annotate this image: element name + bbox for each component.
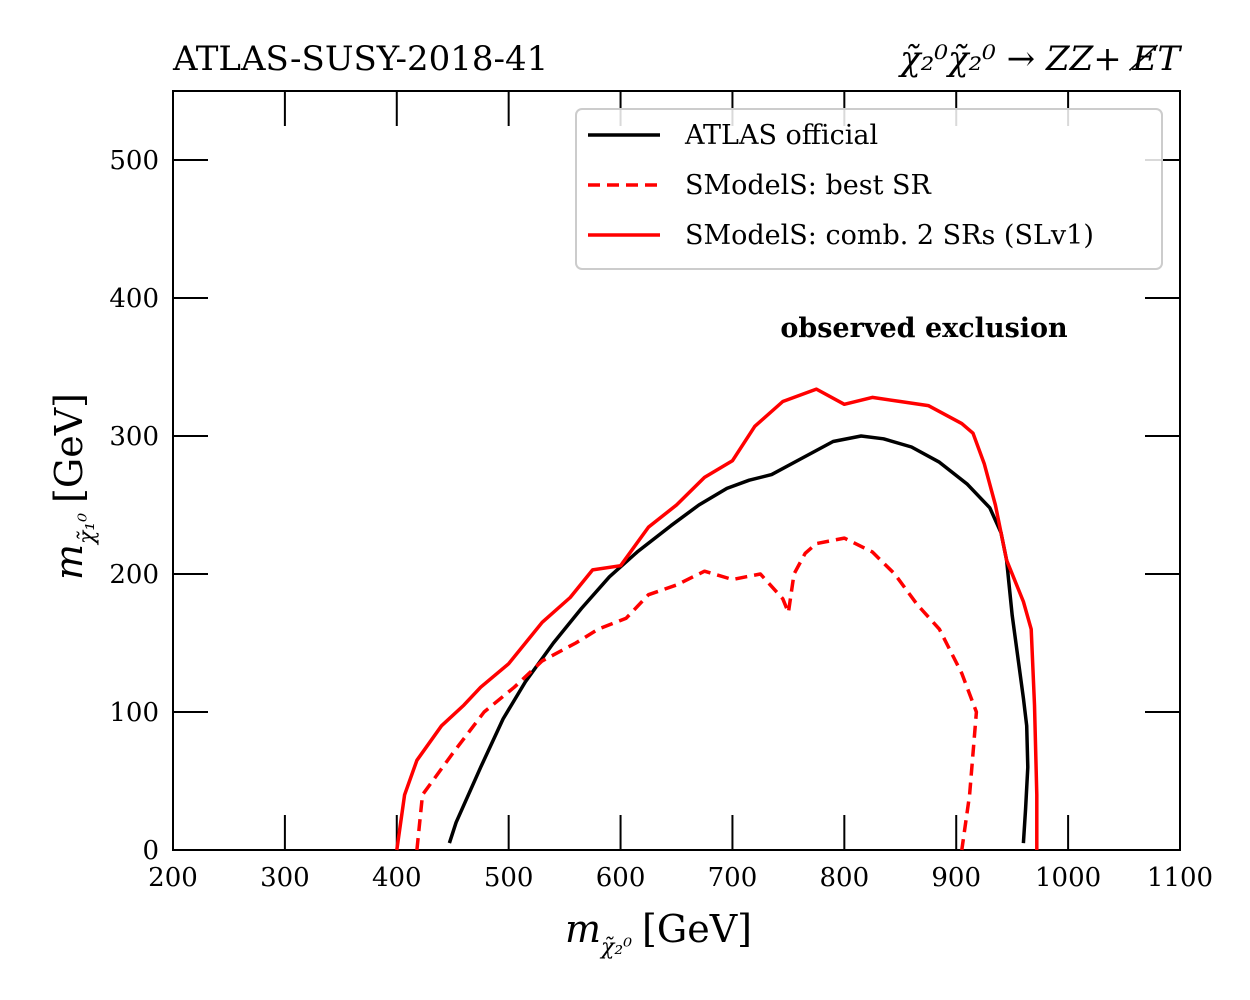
- title-left: ATLAS-SUSY-2018-41: [172, 39, 548, 79]
- y-tick-label: 300: [109, 422, 159, 452]
- legend-label-comb: SModelS: comb. 2 SRs (SLv1): [685, 220, 1094, 251]
- legend-box: [575, 108, 1163, 270]
- x-tick-label: 200: [148, 863, 198, 893]
- series-line-1: [415, 536, 979, 851]
- x-tick-label: 500: [484, 863, 534, 893]
- y-axis-label-unit: [GeV]: [47, 393, 91, 503]
- x-tick-label: 900: [931, 863, 981, 893]
- legend: ATLAS official SModelS: best SR SModelS:…: [575, 108, 1163, 270]
- x-axis-label-unit: [GeV]: [642, 907, 752, 951]
- x-tick-label: 600: [596, 863, 646, 893]
- series-line-0: [447, 434, 1030, 844]
- y-tick-label: 400: [109, 284, 159, 314]
- x-tick-label: 800: [820, 863, 870, 893]
- x-tick-label: 400: [372, 863, 422, 893]
- x-tick-label: 700: [708, 863, 758, 893]
- annotation-observed-exclusion: observed exclusion: [780, 313, 1068, 344]
- x-axis-label-symbol: m: [565, 907, 601, 951]
- y-tick-label: 100: [109, 698, 159, 728]
- y-axis-label-subscript: χ̃₁⁰: [75, 513, 100, 546]
- x-axis-label: mχ̃₂⁰ [GeV]: [565, 907, 752, 960]
- y-tick-label: 0: [142, 836, 159, 866]
- series-group: [395, 387, 1039, 851]
- axis-ticks: 200 300 400 500 600 700 800 900 1000 1100 0 100 200 3…: [109, 91, 1213, 893]
- x-tick-label: 1100: [1147, 863, 1213, 893]
- y-tick-label: 500: [109, 146, 159, 176]
- x-tick-label: 1000: [1035, 863, 1101, 893]
- y-tick-label: 200: [109, 560, 159, 590]
- y-axis-label: mχ̃₁⁰ [GeV]: [47, 393, 100, 580]
- legend-label-atlas: ATLAS official: [684, 120, 878, 151]
- plot-frame: [172, 90, 1181, 851]
- legend-label-best-sr: SModelS: best SR: [685, 170, 932, 201]
- x-tick-label: 300: [260, 863, 310, 893]
- y-axis-label-symbol: m: [47, 544, 91, 580]
- x-axis-label-subscript: χ̃₂⁰: [599, 935, 632, 960]
- title-right: χ̃₂⁰χ̃₂⁰ → ZZ+ E̸T: [898, 39, 1182, 79]
- series-line-2: [395, 387, 1039, 851]
